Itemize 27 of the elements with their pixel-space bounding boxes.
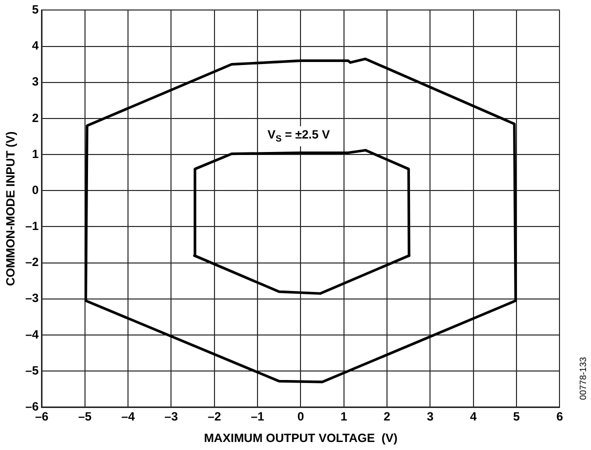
y-tick-label: 0 [32,182,40,197]
y-tick-label: –1 [25,219,40,234]
y-tick-label: 4 [32,38,40,53]
y-tick-label: 5 [32,2,40,17]
x-tick-label: 6 [556,410,564,424]
x-tick-label: 0 [297,410,304,424]
x-tick-label: –4 [121,410,136,424]
y-tick-label: –2 [25,255,40,270]
y-tick-label: 2 [32,110,40,125]
x-tick-label: 3 [426,410,434,424]
y-tick-label: –6 [25,400,40,414]
x-tick-label: –2 [208,410,222,424]
x-tick-label: 4 [470,410,477,424]
y-tick-label: –5 [25,363,40,378]
x-axis-title: MAXIMUM OUTPUT VOLTAGE (V) [204,431,398,446]
x-tick-label: –3 [164,410,178,424]
y-axis-title: COMMON-MODE INPUT (V) [4,131,18,286]
x-tick-label: 2 [384,410,391,424]
x-tick-label: 1 [340,410,348,424]
text: 00778-133 [578,356,588,400]
y-tick-label: 3 [32,74,40,89]
y-tick-label: –3 [25,291,40,306]
x-tick-label: 5 [513,410,520,424]
y-tick-label: 1 [32,146,40,161]
y-tick-label: –4 [25,327,40,342]
x-tick-label: –1 [250,410,265,424]
x-tick-label: –5 [78,410,92,424]
